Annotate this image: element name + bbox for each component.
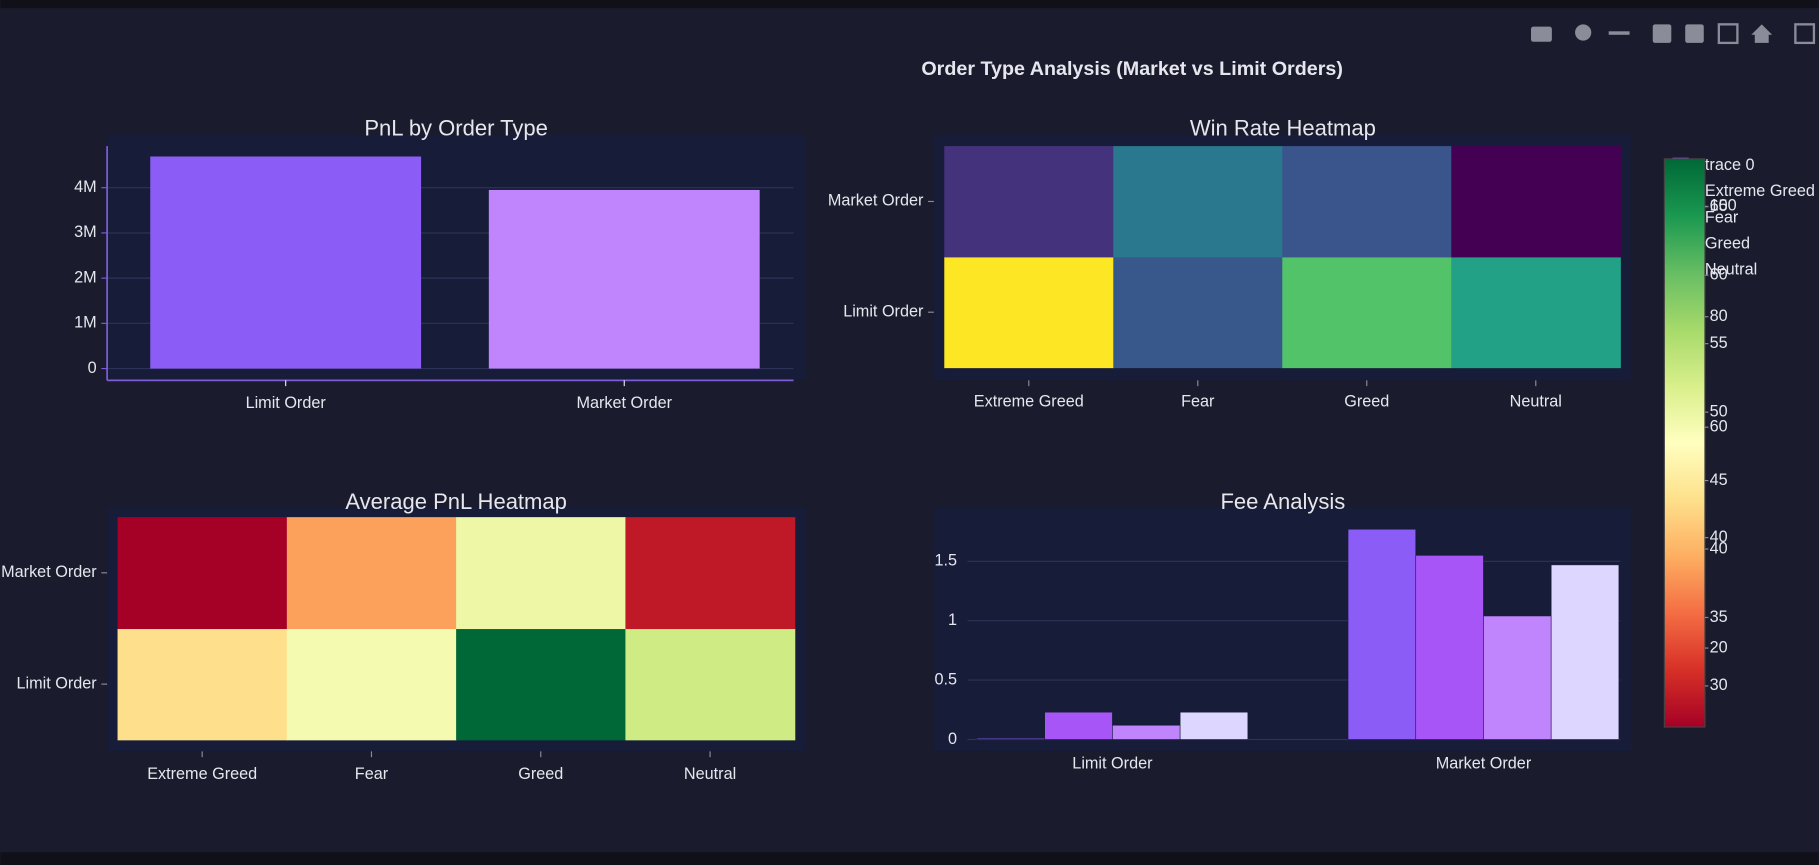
chart-title: Win Rate Heatmap bbox=[1190, 116, 1376, 141]
heatmap-cell bbox=[1113, 256, 1283, 369]
heatmap-cell bbox=[625, 628, 796, 741]
zoom-button[interactable] bbox=[1575, 24, 1592, 41]
heatmap-cell bbox=[1113, 146, 1283, 258]
bar bbox=[976, 738, 1045, 740]
bar bbox=[150, 156, 422, 369]
pan-button[interactable] bbox=[1608, 31, 1630, 35]
x-tick-label: Fear bbox=[1181, 393, 1215, 411]
legend-label: Fear bbox=[1705, 208, 1739, 226]
bar bbox=[1550, 564, 1620, 740]
y-tick-label: 2M bbox=[74, 268, 97, 286]
y-tick-label: Limit Order bbox=[843, 302, 924, 320]
heatmap-cell bbox=[286, 628, 457, 741]
zoom-out-button[interactable] bbox=[1685, 24, 1704, 43]
legend-label: Extreme Greed bbox=[1705, 182, 1815, 200]
y-tick-label: 0 bbox=[88, 359, 97, 377]
chart-title: Average PnL Heatmap bbox=[345, 489, 567, 514]
heatmap-cell bbox=[117, 628, 288, 741]
y-tick-label: 4M bbox=[74, 178, 97, 196]
x-tick-label: Greed bbox=[1344, 393, 1389, 411]
modebar bbox=[1531, 23, 1816, 45]
bar bbox=[488, 189, 760, 369]
heatmap-cell bbox=[456, 628, 626, 741]
colorbar-tick-label: 35 bbox=[1710, 608, 1728, 626]
chart-title: PnL by Order Type bbox=[364, 116, 548, 141]
x-tick-label: Neutral bbox=[684, 765, 736, 783]
heatmap-cell bbox=[1451, 256, 1621, 369]
colorbar-tick-label: 40 bbox=[1710, 539, 1728, 557]
y-tick-label: Market Order bbox=[828, 192, 924, 210]
x-tick-label: Fear bbox=[355, 765, 389, 783]
bar bbox=[1112, 724, 1181, 740]
colorbar-tick-label: 50 bbox=[1710, 402, 1728, 420]
reset-button[interactable] bbox=[1751, 24, 1773, 43]
bar bbox=[1044, 711, 1113, 740]
x-tick-label: Limit Order bbox=[246, 394, 327, 412]
y-tick-label: Market Order bbox=[1, 563, 97, 581]
colorbar-tick-label: 60 bbox=[1710, 417, 1728, 435]
x-tick-label: Limit Order bbox=[1072, 754, 1153, 772]
colorbar-tick-label: 30 bbox=[1710, 676, 1728, 694]
heatmap-cell bbox=[1282, 256, 1452, 369]
main-title: Order Type Analysis (Market vs Limit Ord… bbox=[921, 58, 1343, 80]
y-tick-label: 1.5 bbox=[934, 552, 957, 570]
autoscale-button[interactable] bbox=[1717, 23, 1739, 45]
heatmap-cell bbox=[944, 256, 1114, 369]
x-tick-label: Market Order bbox=[1436, 754, 1532, 772]
heatmap-cell bbox=[117, 517, 288, 630]
x-tick-label: Market Order bbox=[576, 394, 672, 412]
x-tick-label: Greed bbox=[518, 765, 563, 783]
heatmap-cell bbox=[944, 146, 1114, 258]
fullscreen-button[interactable] bbox=[1794, 23, 1816, 45]
zoom-in-button[interactable] bbox=[1652, 24, 1672, 43]
heatmap-cell bbox=[1451, 146, 1621, 258]
camera-button[interactable] bbox=[1531, 26, 1552, 42]
x-tick-label: Extreme Greed bbox=[974, 393, 1084, 411]
y-tick-label: 0.5 bbox=[934, 670, 957, 688]
legend-label: Greed bbox=[1705, 234, 1750, 252]
bottom-strip bbox=[0, 852, 1819, 865]
y-tick-label: 1M bbox=[74, 314, 97, 332]
bar bbox=[1415, 555, 1484, 740]
y-tick-label: 0 bbox=[948, 730, 957, 748]
x-tick-label: Extreme Greed bbox=[147, 765, 257, 783]
x-tick-label: Neutral bbox=[1510, 393, 1562, 411]
bar bbox=[1483, 615, 1552, 740]
y-tick-label: 1 bbox=[948, 611, 957, 629]
colorbar-tick-label: 55 bbox=[1710, 334, 1728, 352]
heatmap-cell bbox=[286, 517, 457, 630]
colorbar-tick-label: 65 bbox=[1710, 197, 1728, 215]
y-tick-label: 3M bbox=[74, 223, 97, 241]
legend-label: trace 0 bbox=[1705, 156, 1755, 174]
bar bbox=[1347, 528, 1417, 740]
chart-title: Fee Analysis bbox=[1220, 489, 1345, 514]
colorbar bbox=[1663, 158, 1706, 728]
heatmap-cell bbox=[625, 517, 796, 630]
colorbar-tick-label: 80 bbox=[1710, 307, 1728, 325]
colorbar-tick-label: 100 bbox=[1710, 197, 1737, 215]
colorbar-tick-label: 20 bbox=[1710, 638, 1728, 656]
legend-label: Neutral bbox=[1705, 260, 1757, 278]
heatmap-cell bbox=[1282, 146, 1452, 258]
y-tick-label: Limit Order bbox=[16, 674, 97, 692]
colorbar-tick-label: 60 bbox=[1710, 266, 1728, 284]
colorbar-tick-label: 45 bbox=[1710, 471, 1728, 489]
heatmap-cell bbox=[456, 517, 626, 630]
top-strip bbox=[0, 0, 1819, 9]
bar bbox=[1179, 711, 1249, 740]
colorbar-tick-label: 40 bbox=[1710, 528, 1728, 546]
